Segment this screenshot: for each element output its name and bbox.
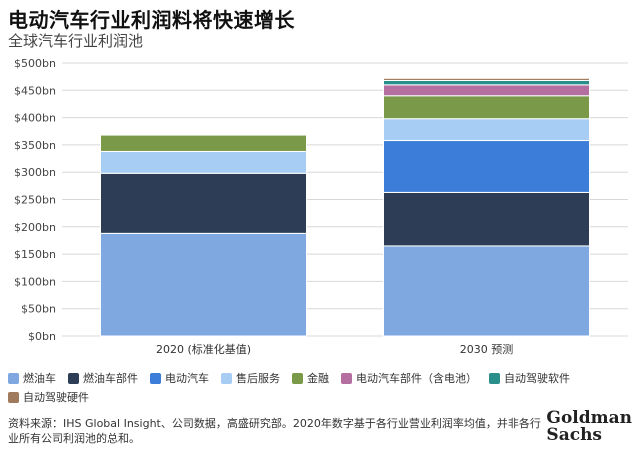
- bar-segment: [100, 172, 307, 234]
- legend-label: 电动汽车部件（含电池）: [356, 372, 477, 385]
- y-tick-label: $500bn: [14, 57, 56, 70]
- x-tick-label: 2030 预测: [460, 343, 514, 356]
- y-tick-label: $150bn: [14, 248, 56, 261]
- legend-swatch: [8, 373, 19, 384]
- y-tick-label: $250bn: [14, 194, 56, 207]
- legend-label: 自动驾驶硬件: [23, 391, 89, 404]
- source-footnote: 资料来源：IHS Global Insight、公司数据，高盛研究部。2020年…: [8, 417, 541, 445]
- bar-segment: [383, 191, 590, 247]
- brand-line-1: Goldman: [546, 408, 632, 428]
- chart-subtitle: 全球汽车行业利润池: [8, 32, 144, 50]
- bar-segment: [383, 79, 590, 86]
- legend-label: 电动汽车: [165, 372, 209, 385]
- legend-label: 自动驾驶软件: [504, 372, 570, 385]
- bar-segment: [383, 245, 590, 337]
- chart-legend: 燃油车 燃油车部件 电动汽车 售后服务 金融 电动汽车部件（含电池） 自动驾驶软件自动驾驶硬…: [8, 370, 608, 408]
- legend-item: 电动汽车部件（含电池）: [341, 370, 477, 387]
- y-tick-label: $450bn: [14, 84, 56, 97]
- y-tick-label: $0bn: [28, 330, 56, 343]
- bar-segment: [383, 95, 590, 120]
- y-tick-label: $200bn: [14, 221, 56, 234]
- legend-item: 自动驾驶软件: [489, 370, 570, 387]
- bar-segment: [100, 134, 307, 152]
- bar-segment: [100, 232, 307, 337]
- legend-item: 燃油车部件: [68, 370, 138, 387]
- legend-label: 售后服务: [236, 372, 280, 385]
- legend-item: 燃油车: [8, 370, 56, 387]
- legend-item: 售后服务: [221, 370, 280, 387]
- legend-swatch: [68, 373, 79, 384]
- legend-swatch: [341, 373, 352, 384]
- y-tick-label: $400bn: [14, 112, 56, 125]
- bar-segment: [100, 150, 307, 174]
- y-tick-label: $350bn: [14, 139, 56, 152]
- bar-segment: [383, 140, 590, 193]
- legend-label: 燃油车: [23, 372, 56, 385]
- legend-swatch: [292, 373, 303, 384]
- legend-swatch: [221, 373, 232, 384]
- legend-label: 燃油车部件: [83, 372, 138, 385]
- y-tick-label: $50bn: [21, 303, 56, 316]
- brand-line-2: Sachs: [546, 425, 602, 445]
- y-tick-label: $300bn: [14, 166, 56, 179]
- goldman-sachs-logo: Goldman Sachs: [546, 410, 632, 444]
- bar-segment: [383, 77, 590, 81]
- legend-swatch: [8, 392, 19, 403]
- legend-item: 自动驾驶硬件: [8, 389, 89, 406]
- chart-title: 电动汽车行业利润料将快速增长: [8, 8, 295, 32]
- y-tick-label: $100bn: [14, 275, 56, 288]
- legend-label: 金融: [307, 372, 329, 385]
- bar-segment: [383, 84, 590, 97]
- legend-swatch: [150, 373, 161, 384]
- legend-item: 金融: [292, 370, 329, 387]
- stacked-bar-chart: $0bn $50bn $100bn $150bn $200bn $250bn $300bn $…: [14, 57, 628, 356]
- x-tick-label: 2020 (标准化基值): [156, 342, 251, 356]
- legend-swatch: [489, 373, 500, 384]
- legend-item: 电动汽车: [150, 370, 209, 387]
- bar-segment: [383, 118, 590, 142]
